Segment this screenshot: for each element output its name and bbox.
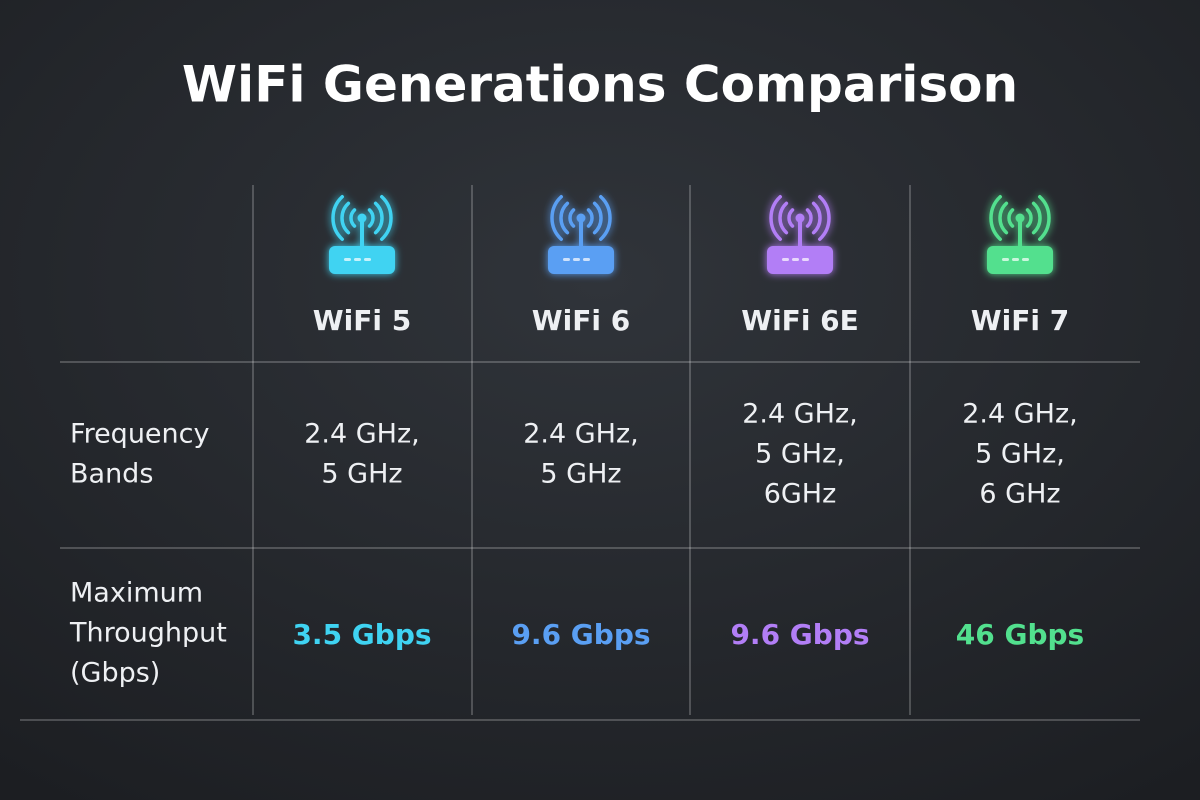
antenna-dot (576, 213, 586, 223)
cell-text: 6 GHz (979, 479, 1060, 510)
signal-wave (778, 201, 789, 235)
router-icon (548, 195, 614, 274)
cell-text: 5 GHz (321, 459, 402, 490)
row-label: (Gbps) (70, 658, 160, 689)
router-icon (329, 195, 395, 274)
router-light (583, 258, 590, 261)
signal-wave (592, 201, 603, 235)
signal-wave (331, 195, 344, 241)
signal-wave (1007, 208, 1015, 228)
throughput-value: 3.5 Gbps (292, 618, 431, 651)
signal-wave (805, 208, 813, 228)
row-label: Bands (70, 459, 153, 490)
cell-text: 2.4 GHz, (742, 399, 858, 430)
signal-wave (787, 208, 795, 228)
column-header: WiFi 6 (532, 304, 630, 337)
cell-text: 2.4 GHz, (523, 419, 639, 450)
column-header: WiFi 7 (971, 304, 1069, 337)
page-title: WiFi Generations Comparison (182, 56, 1018, 114)
signal-wave (340, 201, 351, 235)
cell-text: 5 GHz, (975, 439, 1065, 470)
router-icon (987, 195, 1053, 274)
signal-wave (769, 195, 782, 241)
router-light (782, 258, 789, 261)
router-light (1012, 258, 1019, 261)
row-label: Throughput (69, 618, 227, 649)
antenna-dot (357, 213, 367, 223)
router-light (802, 258, 809, 261)
signal-wave (1038, 195, 1051, 241)
router-body (548, 246, 614, 274)
router-light (792, 258, 799, 261)
signal-wave (599, 195, 612, 241)
router-light (1022, 258, 1029, 261)
router-light (364, 258, 371, 261)
router-light (354, 258, 361, 261)
row-label: Maximum (70, 578, 203, 609)
signal-wave (998, 201, 1009, 235)
router-light (573, 258, 580, 261)
throughput-value: 9.6 Gbps (730, 618, 869, 651)
router-light (344, 258, 351, 261)
cell-text: 6GHz (764, 479, 837, 510)
throughput-value: 9.6 Gbps (511, 618, 650, 651)
router-light (563, 258, 570, 261)
grid (20, 185, 1140, 721)
signal-wave (1031, 201, 1042, 235)
router-light (1002, 258, 1009, 261)
throughput-value: 46 Gbps (956, 618, 1084, 651)
cell-text: 5 GHz, (755, 439, 845, 470)
cell-text: 2.4 GHz, (962, 399, 1078, 430)
signal-wave (373, 201, 384, 235)
column-header: WiFi 6E (741, 304, 859, 337)
router-body (767, 246, 833, 274)
antenna-dot (795, 213, 805, 223)
signal-wave (380, 195, 393, 241)
router-icon (767, 195, 833, 274)
antenna-dot (1015, 213, 1025, 223)
signal-wave (989, 195, 1002, 241)
column-header: WiFi 5 (313, 304, 411, 337)
signal-wave (568, 208, 576, 228)
signal-wave (586, 208, 594, 228)
router-body (987, 246, 1053, 274)
signal-wave (818, 195, 831, 241)
cell-text: 5 GHz (540, 459, 621, 490)
signal-wave (1025, 208, 1033, 228)
signal-wave (349, 208, 357, 228)
cell-text: 2.4 GHz, (304, 419, 420, 450)
signal-wave (550, 195, 563, 241)
signal-wave (367, 208, 375, 228)
signal-wave (811, 201, 822, 235)
row-label: Frequency (70, 419, 210, 450)
router-body (329, 246, 395, 274)
signal-wave (559, 201, 570, 235)
